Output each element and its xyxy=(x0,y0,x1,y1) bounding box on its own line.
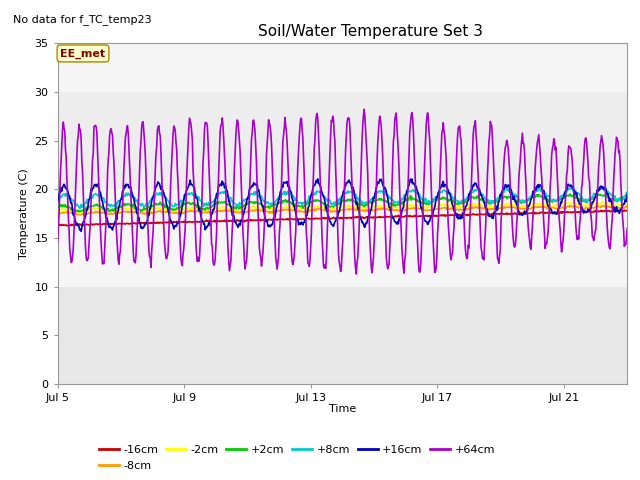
Bar xyxy=(58,189,627,287)
Bar xyxy=(58,43,627,92)
Text: EE_met: EE_met xyxy=(60,48,106,59)
Legend: -16cm, -8cm, -2cm, +2cm, +8cm, +16cm, +64cm: -16cm, -8cm, -2cm, +2cm, +8cm, +16cm, +6… xyxy=(94,441,500,475)
Y-axis label: Temperature (C): Temperature (C) xyxy=(19,168,29,259)
Text: No data for f_TC_temp23: No data for f_TC_temp23 xyxy=(13,14,152,25)
Title: Soil/Water Temperature Set 3: Soil/Water Temperature Set 3 xyxy=(259,24,483,39)
X-axis label: Time: Time xyxy=(329,405,356,414)
Bar xyxy=(58,92,627,189)
